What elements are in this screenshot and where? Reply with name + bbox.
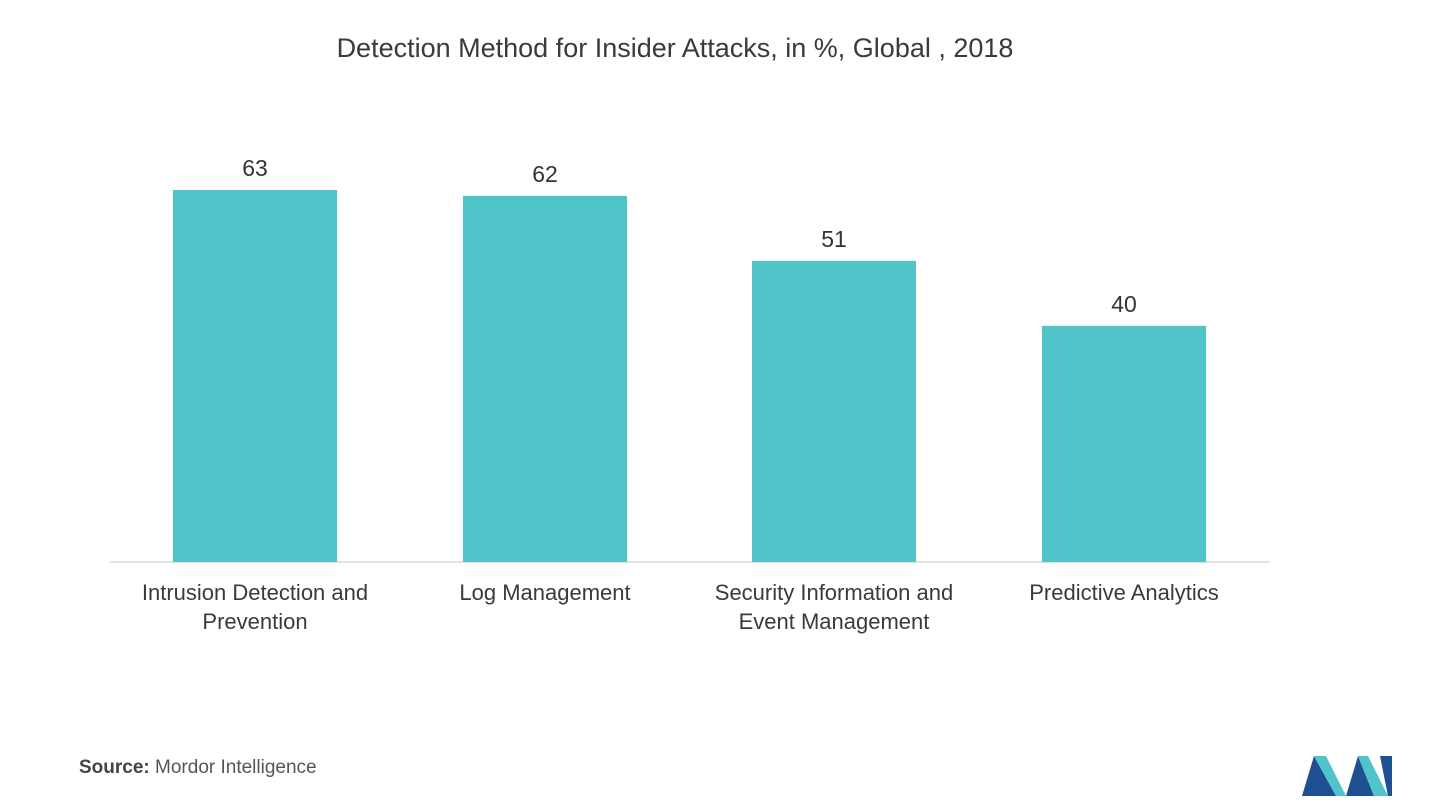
category-label-2: Log Management: [459, 580, 631, 605]
bar-4: [1042, 325, 1206, 562]
value-labels-group: 63 62 51 40: [242, 155, 1137, 317]
bars-group: [173, 190, 1206, 562]
value-label-3: 51: [821, 226, 847, 252]
value-label-1: 63: [242, 155, 268, 181]
category-label-4: Predictive Analytics: [1029, 580, 1219, 605]
source-text: Mordor Intelligence: [149, 757, 317, 778]
mordor-intelligence-logo-icon: [1302, 756, 1392, 796]
bar-1: [173, 190, 337, 562]
chart-title: Detection Method for Insider Attacks, in…: [336, 33, 1014, 63]
category-label-3: Security Information and Event Managemen…: [714, 580, 954, 634]
value-label-2: 62: [532, 161, 558, 187]
source-note: Source: Mordor Intelligence: [79, 757, 317, 779]
source-prefix: Source:: [79, 757, 150, 778]
value-label-4: 40: [1111, 291, 1137, 317]
bar-2: [463, 195, 627, 562]
category-label-1: Intrusion Detection and Prevention: [141, 580, 369, 634]
bar-3: [752, 260, 916, 562]
